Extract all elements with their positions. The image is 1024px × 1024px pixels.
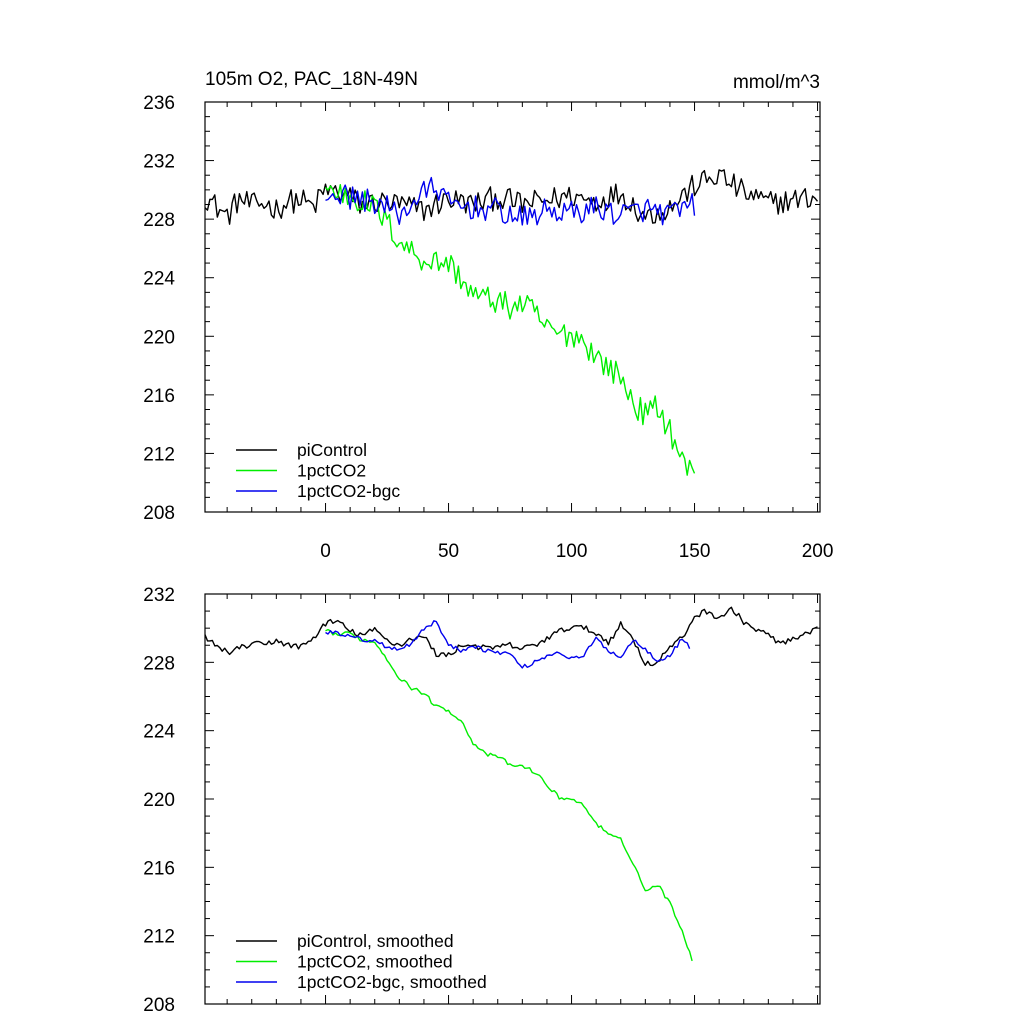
x-tick-label: 200 [802,541,834,562]
y-tick-label: 216 [143,858,175,879]
x-tick-label: 100 [556,541,588,562]
y-tick-label: 224 [143,722,175,743]
x-tick-label: 150 [679,541,711,562]
y-tick-label: 216 [143,386,175,407]
legend-label: 1pctCO2 [297,461,366,481]
legend-label: 1pctCO2-bgc, smoothed [297,972,487,992]
legend-label: piControl [297,440,367,460]
y-tick-label: 232 [143,585,175,606]
y-tick-label: 208 [143,503,175,524]
legend-label: piControl, smoothed [297,931,454,951]
series-line [325,628,693,962]
legend-label: 1pctCO2, smoothed [297,952,453,972]
legend-label: 1pctCO2-bgc [297,481,400,501]
series-line [325,176,696,226]
y-tick-label: 212 [143,444,175,465]
y-tick-label: 224 [143,269,175,290]
top-panel: 208 212 216 220 224 228 232 236 0 50 100 150 200 piCo… [143,93,833,562]
y-tick-label: 208 [143,995,175,1016]
bottom-panel: 208 212 216 220 224 228 232 piControl, smoothed… [143,585,821,1016]
y-tick-label: 220 [143,790,175,811]
y-tick-label: 236 [143,93,175,114]
y-tick-label: 220 [143,327,175,348]
y-tick-label: 232 [143,152,175,173]
series-line [324,183,696,476]
y-tick-label: 228 [143,653,175,674]
chart-units: mmol/m^3 [733,72,820,93]
y-tick-label: 228 [143,210,175,231]
series-line [204,606,818,667]
series-line [325,620,691,669]
chart-title: 105m O2, PAC_18N-49N [205,69,418,90]
series-line [204,169,819,225]
y-tick-label: 212 [143,927,175,948]
x-tick-label: 0 [320,541,331,562]
x-tick-label: 50 [438,541,459,562]
